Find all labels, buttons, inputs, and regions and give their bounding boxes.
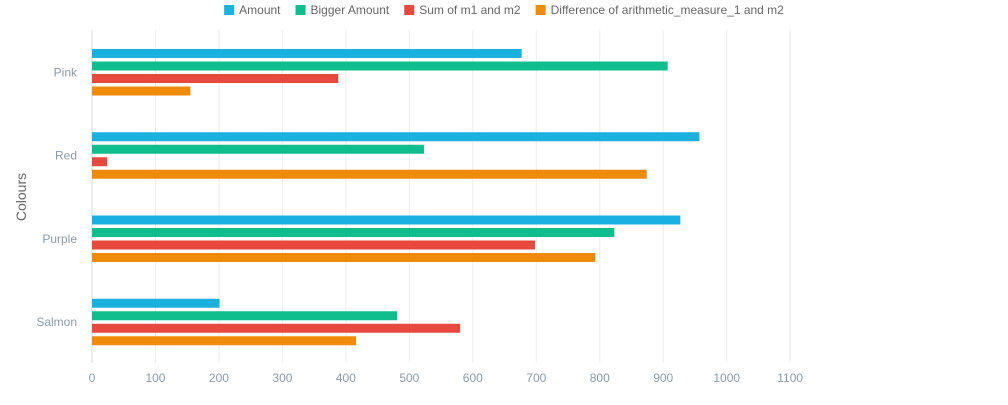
legend-label: Sum of m1 and m2 — [419, 3, 521, 17]
bar-purple-series-2[interactable] — [92, 228, 615, 237]
legend: Amount Bigger Amount Sum of m1 and m2 Diffe… — [224, 3, 784, 17]
bar-pink-series-4[interactable] — [92, 86, 191, 96]
bars — [92, 49, 700, 346]
x-tick-label: 0 — [89, 371, 96, 385]
legend-item-3[interactable]: Sum of m1 and m2 — [404, 3, 521, 17]
legend-swatch — [535, 5, 546, 15]
legend-swatch — [295, 5, 306, 15]
bar-red-series-1[interactable] — [92, 132, 700, 142]
x-tick-label: 900 — [653, 371, 673, 385]
legend-label: Bigger Amount — [311, 3, 390, 17]
bar-salmon-series-3[interactable] — [92, 323, 461, 333]
x-tick-label: 600 — [463, 371, 483, 385]
x-tick-label: 300 — [272, 371, 292, 385]
x-tick-labels: 0 100 200 300 400 500 600 700 800 900 1000 1100 — [89, 371, 804, 385]
x-tick-label: 500 — [399, 371, 419, 385]
x-tick-label: 400 — [336, 371, 356, 385]
bar-salmon-series-4[interactable] — [92, 336, 357, 346]
legend-item-2[interactable]: Bigger Amount — [295, 3, 390, 17]
bar-pink-series-2[interactable] — [92, 61, 668, 71]
bar-salmon-series-2[interactable] — [92, 311, 398, 321]
bar-pink-series-3[interactable] — [92, 74, 339, 83]
x-tick-label: 1000 — [713, 371, 740, 385]
legend-swatch — [224, 5, 235, 15]
x-tick-label: 700 — [526, 371, 546, 385]
x-tick-label: 800 — [590, 371, 610, 385]
legend-item-1[interactable]: Amount — [224, 3, 281, 17]
x-tick-label: 200 — [209, 371, 229, 385]
grid-lines — [91, 30, 791, 363]
y-tick-label: Pink — [54, 65, 78, 79]
y-tick-label: Salmon — [36, 315, 77, 329]
x-tick-label: 1100 — [777, 371, 803, 385]
bar-salmon-series-1[interactable] — [92, 298, 220, 308]
bar-red-series-3[interactable] — [92, 157, 108, 167]
y-tick-label: Red — [55, 149, 77, 163]
legend-swatch — [404, 5, 415, 15]
bar-purple-series-3[interactable] — [92, 240, 536, 250]
y-axis-label: Colours — [13, 173, 29, 221]
bar-pink-series-1[interactable] — [92, 49, 522, 58]
y-tick-label: Purple — [42, 232, 77, 246]
bar-purple-series-4[interactable] — [92, 253, 596, 262]
bar-red-series-4[interactable] — [92, 169, 647, 179]
y-tick-labels: Pink Red Purple Salmon — [36, 65, 78, 329]
bar-purple-series-1[interactable] — [92, 215, 681, 225]
legend-label: Difference of arithmetic_measure_1 and m… — [551, 3, 785, 17]
x-tick-label: 100 — [145, 371, 165, 385]
legend-item-4[interactable]: Difference of arithmetic_measure_1 and m… — [535, 3, 785, 17]
legend-label: Amount — [239, 3, 281, 17]
bar-red-series-2[interactable] — [92, 144, 424, 154]
